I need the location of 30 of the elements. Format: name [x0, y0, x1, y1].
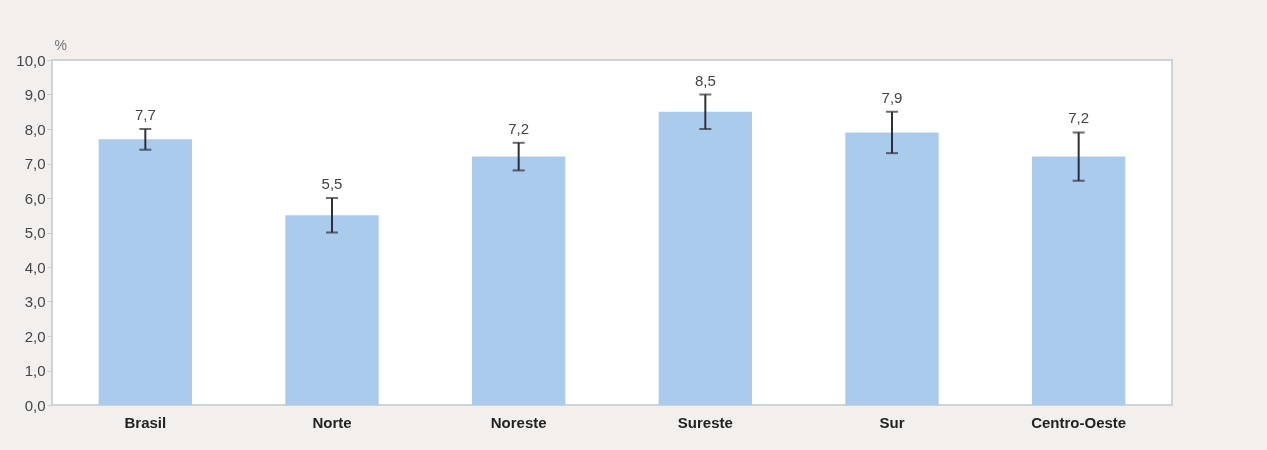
- y-tick-label: 0,0: [24, 396, 46, 414]
- bar: [658, 111, 752, 405]
- data-label: 8,5: [694, 71, 716, 89]
- x-tick-label: Norte: [312, 413, 352, 431]
- bar: [1032, 156, 1126, 405]
- y-tick-label: 10,0: [16, 51, 46, 69]
- y-tick-label: 5,0: [24, 224, 46, 241]
- x-tick-label: Noreste: [490, 413, 547, 431]
- x-tick-label: Centro-Oeste: [1031, 413, 1127, 431]
- data-label: 7,2: [1068, 109, 1090, 127]
- data-label: 7,2: [508, 119, 530, 137]
- y-tick-label: 1,0: [24, 362, 46, 379]
- x-tick-label: Sur: [879, 413, 905, 431]
- data-label: 5,5: [321, 175, 343, 192]
- y-tick-label: 7,0: [24, 155, 46, 172]
- y-tick-label: 8,0: [24, 120, 46, 138]
- y-tick-label: 9,0: [24, 86, 46, 103]
- y-axis-title: %: [54, 36, 67, 53]
- y-tick-label: 2,0: [24, 327, 46, 345]
- bar: [98, 139, 192, 405]
- bar: [285, 215, 379, 405]
- bar: [845, 132, 939, 405]
- y-tick-label: 3,0: [24, 293, 46, 310]
- bar: [472, 156, 566, 405]
- y-tick-label: 6,0: [24, 189, 46, 207]
- y-tick-label: 4,0: [24, 258, 46, 276]
- data-label: 7,7: [134, 106, 156, 123]
- x-tick-label: Sureste: [677, 413, 733, 431]
- x-tick-label: Brasil: [124, 413, 167, 431]
- data-label: 7,9: [881, 88, 903, 106]
